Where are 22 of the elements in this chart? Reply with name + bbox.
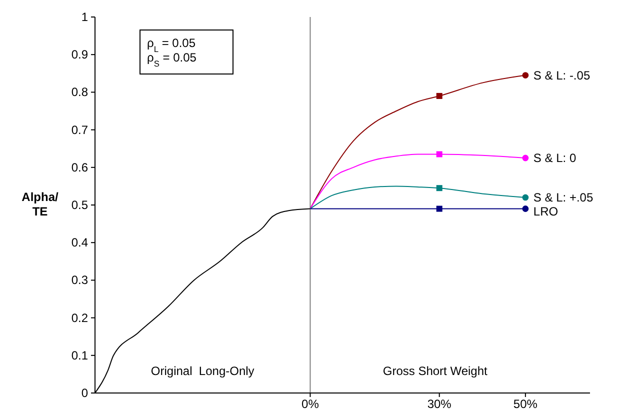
y-tick-label: 0.2 (71, 310, 88, 325)
x-tick-label: 50% (513, 397, 538, 411)
annotation: Gross Short Weight (382, 364, 488, 378)
series-label: S & L: +.05 (533, 190, 594, 204)
y-tick-label: 0.9 (71, 48, 88, 62)
series-label: S & L: 0 (533, 151, 576, 165)
y-tick-label: 0.3 (71, 273, 88, 288)
annotation: ρ$_{L}$ = 0.05 ρ$_{S}$ = 0.05 (147, 36, 197, 68)
annotation: Original Long-Only (150, 364, 254, 378)
y-axis-title: Alpha/ TE (22, 190, 59, 218)
series-label: LRO (533, 204, 558, 218)
y-tick-label: 0.4 (71, 236, 88, 250)
y-tick-label: 0.1 (71, 348, 88, 362)
y-tick-label: 0.6 (71, 160, 88, 174)
y-tick-label: 0 (81, 386, 88, 400)
x-tick-label: 0% (302, 397, 320, 411)
y-tick-label: 1 (81, 10, 88, 24)
y-tick-label: 0.7 (71, 122, 88, 137)
y-tick-label: 0.5 (71, 198, 88, 212)
x-tick-label: 30% (427, 397, 452, 411)
series-label: S & L: -.05 (533, 68, 590, 82)
y-tick-label: 0.8 (71, 85, 88, 100)
